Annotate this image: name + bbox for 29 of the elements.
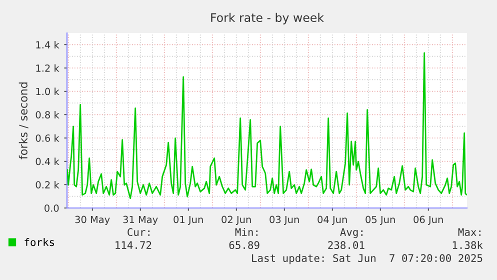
x-tick-label: 31 May bbox=[123, 216, 158, 226]
legend-label: forks bbox=[24, 238, 54, 246]
y-tick-label: 1.4 k bbox=[36, 40, 60, 48]
x-tick-label: 02 Jun bbox=[222, 216, 251, 225]
text: Max: bbox=[458, 228, 480, 236]
text: 65.89 bbox=[229, 241, 260, 250]
chart-title: Fork rate - by week bbox=[211, 12, 324, 24]
y-tick-label: 0.0 bbox=[44, 204, 59, 212]
text: 1.38k bbox=[452, 240, 483, 250]
x-tick-label: 06 Jun bbox=[414, 216, 443, 225]
text: Avg: bbox=[340, 228, 362, 238]
y-tick-label: 0.4 k bbox=[36, 158, 60, 166]
x-tick-label: 04 Jun bbox=[318, 216, 347, 225]
x-tick-label: 05 Jun bbox=[366, 216, 395, 225]
x-tick-label: 30 May bbox=[75, 216, 110, 226]
y-tick-label: 1.0 k bbox=[36, 88, 60, 96]
y-axis-title: forks / second bbox=[18, 82, 28, 160]
text: Min: bbox=[235, 228, 258, 236]
text: 114.72 bbox=[116, 241, 152, 249]
y-tick-label: 0.6 k bbox=[36, 134, 60, 142]
text: Last update: Sat Jun 7 07:20:00 2025 bbox=[252, 254, 482, 264]
x-tick-label: 03 Jun bbox=[270, 216, 299, 225]
y-tick-label: 1.2 k bbox=[36, 64, 60, 72]
text: 238.01 bbox=[328, 241, 364, 250]
line-series bbox=[67, 52, 467, 200]
y-tick-label: 0.8 k bbox=[36, 110, 60, 118]
y-tick-label: 0.2 k bbox=[36, 180, 60, 188]
x-tick-label: 01 Jun bbox=[174, 216, 203, 225]
text: Cur: bbox=[128, 228, 150, 236]
